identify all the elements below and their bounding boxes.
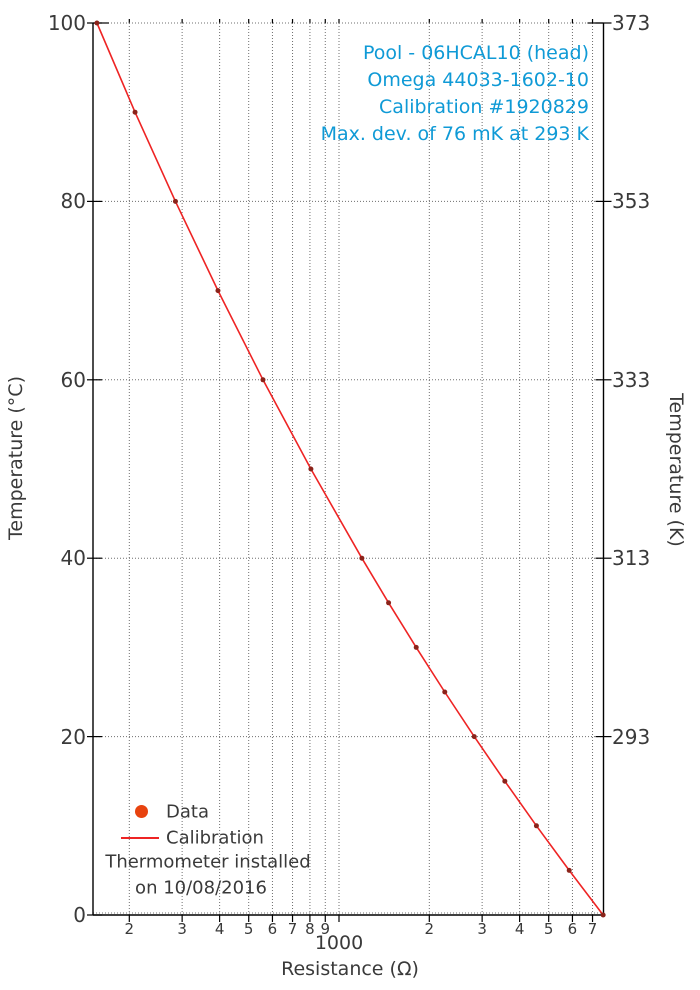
y-left-tick-label: 20 (60, 724, 86, 749)
legend-data-label: Data (166, 801, 209, 823)
data-point (359, 555, 365, 561)
x-tick-label: 4 (214, 920, 225, 938)
x-tick-label: 1000 (314, 932, 364, 954)
x-tick-label: 7 (287, 920, 298, 938)
y-left-tick-label: 100 (47, 11, 86, 35)
calibration-line (96, 22, 604, 916)
y-left-tick-label: 0 (73, 903, 86, 927)
calibration-annotation: Pool - 06HCAL10 (head) Omega 44033-1602-… (321, 40, 589, 148)
y-right-tick-label: 353 (612, 189, 651, 214)
data-marker-swatch (135, 805, 148, 818)
y-right-tick-label: 373 (612, 11, 651, 35)
data-point (215, 288, 221, 294)
data-point (442, 689, 448, 695)
data-point (132, 109, 138, 115)
x-tick-label: 7 (587, 920, 598, 938)
y-left-tick-label: 40 (60, 546, 86, 571)
data-point (413, 644, 419, 650)
x-tick-label: 6 (267, 920, 278, 938)
annotation-line-pool: Pool - 06HCAL10 (head) (362, 42, 589, 64)
x-tick-label: 2 (124, 920, 135, 938)
data-point (308, 466, 314, 472)
data-point (502, 778, 508, 784)
annotation-line-calibration: Calibration #1920829 (379, 96, 589, 118)
y-left-axis-title: Temperature (°C) (5, 376, 27, 540)
legend-calibration-label: Calibration (166, 827, 264, 849)
x-tick-label: 4 (514, 920, 525, 938)
x-axis-title: Resistance (Ω) (281, 958, 419, 980)
y-left-tick-label: 80 (60, 189, 86, 214)
x-tick-label: 9 (320, 920, 331, 938)
x-tick-label: 2 (424, 920, 435, 938)
x-tick-label: 6 (567, 920, 578, 938)
x-tick-label: 8 (305, 920, 315, 938)
x-tick-label: 5 (243, 920, 254, 938)
data-point (471, 734, 477, 740)
data-point (566, 867, 572, 873)
y-left-tick-label: 60 (60, 367, 86, 392)
calibration-line-swatch (121, 837, 159, 839)
legend-note-line2: on 10/08/2016 (135, 877, 267, 899)
x-tick-label: 5 (543, 920, 554, 938)
data-point (386, 600, 392, 606)
annotation-line-model: Omega 44033-1602-10 (367, 69, 589, 91)
data-point (260, 377, 266, 383)
data-point (533, 823, 539, 829)
annotation-line-maxdev: Max. dev. of 76 mK at 293 K (320, 123, 589, 145)
y-right-axis-title: Temperature (K) (665, 393, 687, 547)
x-tick-label: 3 (177, 920, 187, 938)
x-tick-label: 3 (477, 920, 487, 938)
y-right-tick-label: 313 (612, 546, 651, 571)
data-point (172, 198, 178, 204)
data-point (94, 20, 100, 26)
legend-note-line1: Thermometer installed (105, 851, 311, 873)
data-point (600, 912, 606, 918)
y-right-tick-label: 293 (612, 724, 651, 749)
y-right-tick-label: 333 (612, 367, 651, 392)
